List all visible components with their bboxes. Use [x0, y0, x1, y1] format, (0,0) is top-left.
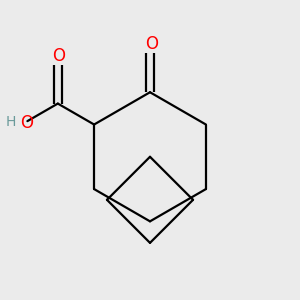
Text: H: H — [6, 115, 16, 129]
Text: O: O — [20, 114, 33, 132]
Text: O: O — [145, 35, 158, 53]
Text: O: O — [52, 47, 65, 65]
